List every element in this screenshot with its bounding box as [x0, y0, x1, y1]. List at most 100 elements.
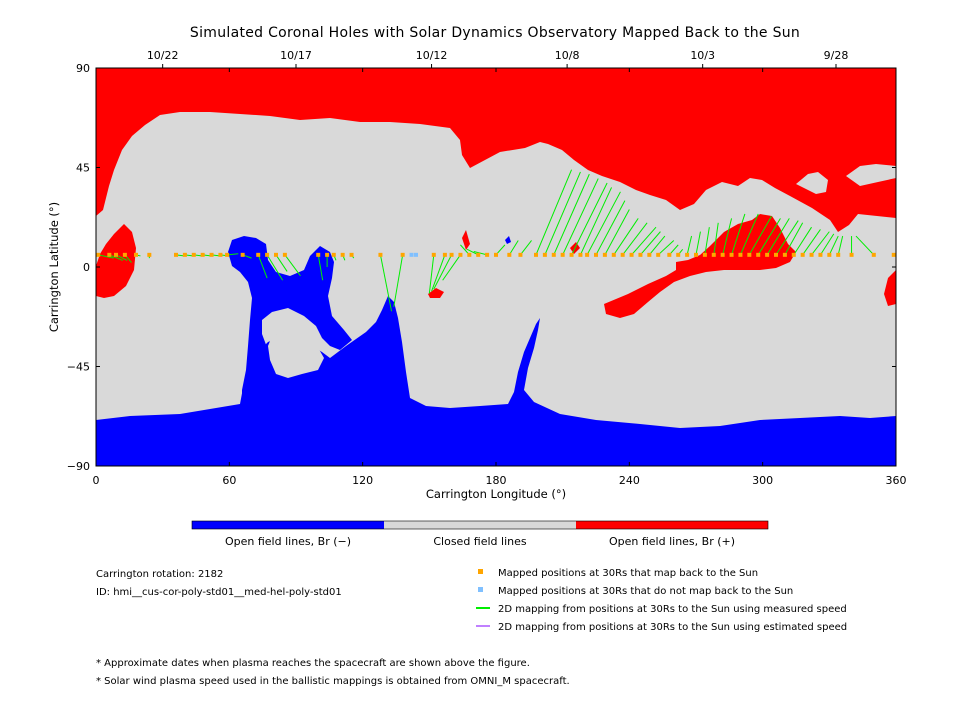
mapped-point — [485, 252, 490, 257]
y-tick-label: 0 — [83, 261, 90, 274]
colorbar-label: Closed field lines — [433, 535, 527, 548]
y-axis-ticks: −90 −45 0 45 90 — [67, 62, 896, 473]
mapped-point — [325, 252, 330, 257]
x-tick-label: 240 — [619, 474, 640, 487]
mapping-line — [686, 235, 693, 255]
mapped-point — [174, 252, 178, 257]
mapping-line — [586, 191, 621, 256]
north-positive-polarity-region — [96, 68, 896, 232]
mapped-point — [809, 252, 814, 257]
mapping-line — [284, 254, 301, 277]
mapping-line — [571, 182, 608, 256]
mapped-point — [711, 252, 716, 257]
mapping-line — [553, 173, 590, 256]
y-tick-label: −45 — [67, 361, 90, 374]
mapped-point — [209, 252, 214, 257]
mapped-point — [134, 252, 138, 257]
mapping-line — [648, 235, 666, 256]
mapping-line — [622, 222, 648, 256]
polarity-colorbar: Open field lines, Br (−) Closed field lin… — [191, 520, 769, 548]
date-tick-label: 9/28 — [824, 49, 849, 62]
mapping-line — [266, 254, 284, 281]
mapping-line — [802, 229, 821, 256]
mapped-point — [729, 252, 734, 257]
mapping-line — [431, 254, 446, 292]
mapped-point — [738, 252, 743, 257]
mapped-point — [265, 252, 270, 257]
mapped-point — [331, 252, 336, 257]
mapping-line — [828, 235, 839, 256]
mapping-line — [109, 254, 123, 261]
mapped-point — [449, 252, 454, 257]
mapped-point — [476, 252, 481, 257]
mapping-line — [442, 254, 461, 281]
mapping-line — [695, 231, 701, 255]
mapped-point — [611, 252, 616, 257]
mapping-line — [784, 222, 804, 256]
footnote-speed: * Solar wind plasma speed used in the ba… — [96, 676, 570, 687]
mapped-point — [676, 252, 681, 257]
x-axis-label: Carrington Longitude (°) — [426, 487, 566, 501]
mapping-points — [96, 252, 896, 257]
mapped-point — [620, 252, 625, 257]
mapping-line — [793, 226, 812, 256]
mapping-line — [757, 218, 781, 256]
mapped-point — [96, 252, 101, 257]
mapping-line — [508, 240, 519, 256]
unmapped-point — [409, 252, 414, 257]
mapped-point — [467, 252, 472, 257]
mapped-point — [340, 252, 345, 257]
chart-title: Simulated Coronal Holes with Solar Dynam… — [190, 25, 800, 41]
positive-polarity-spots — [428, 230, 580, 298]
mapping-line — [393, 254, 404, 307]
mapped-point — [431, 252, 436, 257]
colorbar-segment — [192, 521, 384, 529]
mapping-line — [98, 254, 114, 259]
mapped-point — [458, 252, 463, 257]
mapped-point — [800, 252, 805, 257]
y-tick-label: 90 — [76, 62, 90, 75]
date-tick-label: 10/12 — [416, 49, 448, 62]
mapped-point — [107, 252, 112, 257]
legend-label: 2D mapping from positions at 30Rs to the… — [498, 604, 847, 615]
negative-polarity-spot — [505, 236, 511, 244]
mapped-point — [891, 252, 896, 257]
mapping-line — [379, 254, 393, 312]
mapping-line — [640, 231, 661, 256]
mapped-point — [282, 252, 287, 257]
colorbar-segment — [576, 521, 768, 529]
date-tick-label: 10/3 — [690, 49, 715, 62]
mapped-point — [316, 252, 321, 257]
legend-marker — [478, 587, 483, 592]
mapped-point — [218, 252, 223, 257]
mapped-point — [667, 252, 672, 257]
mapped-point — [638, 252, 643, 257]
mapped-point — [836, 252, 841, 257]
central-positive-polarity-region — [604, 214, 796, 318]
mapping-line — [579, 187, 613, 256]
legend-label: 2D mapping from positions at 30Rs to the… — [498, 622, 847, 633]
legend-label: Mapped positions at 30Rs that do not map… — [498, 586, 793, 597]
mapped-point — [756, 252, 761, 257]
colorbar-label: Open field lines, Br (−) — [225, 535, 351, 548]
mapped-point — [791, 252, 796, 257]
mapped-point — [685, 252, 690, 257]
equatorial-negative-polarity-region — [228, 236, 352, 408]
footnote-dates: * Approximate dates when plasma reaches … — [96, 658, 530, 669]
mapped-point — [182, 252, 187, 257]
mapping-line — [731, 213, 746, 255]
mapped-point — [871, 252, 876, 257]
mapping-line — [544, 171, 581, 256]
model-id: ID: hmi__cus-cor-poly-std01__med-hel-pol… — [96, 587, 342, 598]
mapping-line — [811, 231, 830, 256]
mapping-line — [433, 254, 452, 290]
mapping-line — [722, 218, 733, 255]
mapped-point — [256, 252, 261, 257]
mapping-line — [428, 254, 435, 294]
mapped-point — [602, 252, 607, 257]
mapping-line — [766, 218, 790, 256]
x-tick-label: 180 — [486, 474, 507, 487]
colorbar-label: Open field lines, Br (+) — [609, 535, 735, 548]
mapped-point — [569, 252, 574, 257]
mapped-point — [578, 252, 583, 257]
